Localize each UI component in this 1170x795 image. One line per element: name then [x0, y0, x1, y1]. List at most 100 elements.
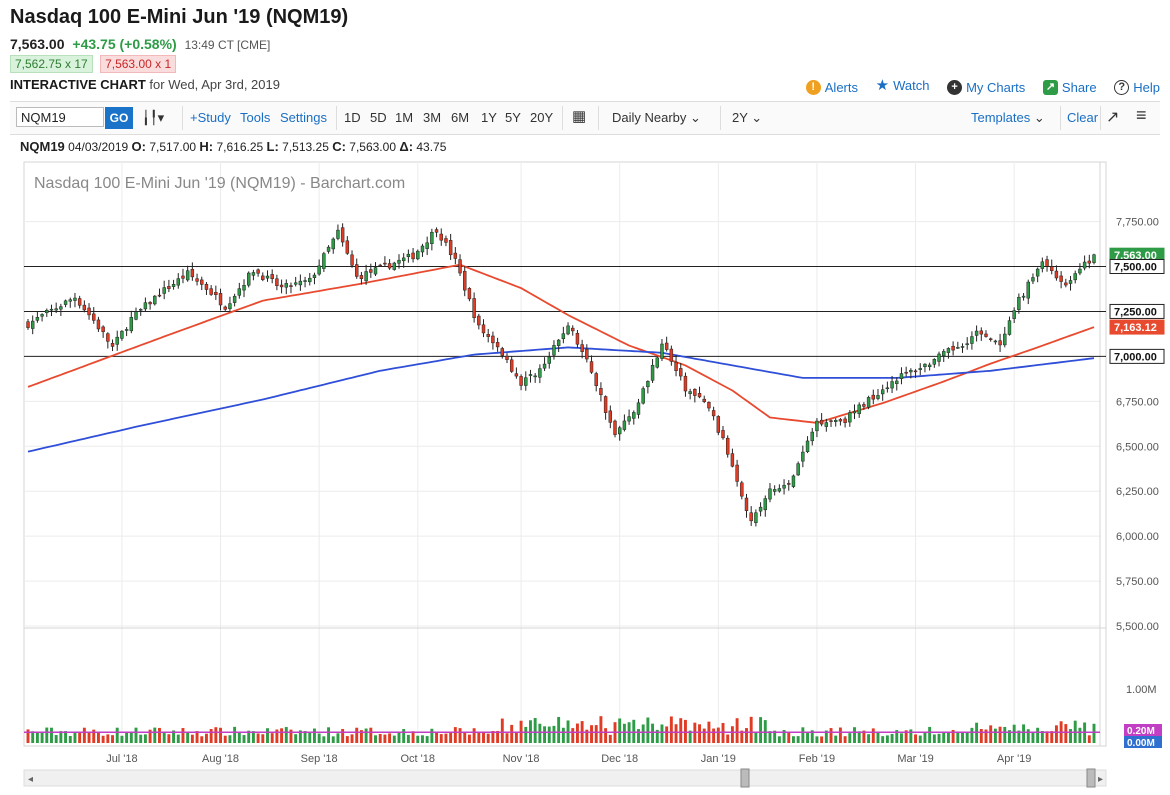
- expand-icon[interactable]: ↗: [1106, 109, 1120, 126]
- candlestick-type-icon[interactable]: ╽╿▾: [142, 110, 165, 125]
- settings-button[interactable]: Settings: [280, 110, 327, 125]
- candle: [655, 357, 659, 368]
- candle: [895, 380, 899, 384]
- scroll-left-icon[interactable]: ◂: [28, 774, 33, 785]
- volume-bar: [1064, 724, 1068, 743]
- volume-bar: [791, 736, 795, 743]
- candle: [1021, 295, 1026, 298]
- symbol-input[interactable]: NQM19: [16, 107, 104, 127]
- candle: [434, 229, 439, 233]
- ohlc-h-label: H:: [199, 139, 214, 154]
- volume-bar: [946, 732, 950, 743]
- templates-select[interactable]: Templates ⌄: [971, 110, 1045, 126]
- clear-button[interactable]: Clear: [1067, 110, 1099, 125]
- tools-button[interactable]: Tools: [240, 110, 271, 125]
- alerts-link[interactable]: ! Alerts: [805, 80, 858, 95]
- timeframe-1y[interactable]: 1Y: [481, 110, 497, 125]
- volume-bar: [482, 732, 485, 743]
- timeframe-20y[interactable]: 20Y: [530, 110, 554, 125]
- timeframe-1d[interactable]: 1D: [344, 110, 361, 125]
- candle: [716, 416, 721, 433]
- ohlc-d-label: Δ:: [399, 139, 414, 154]
- candle: [580, 344, 584, 353]
- watch-link[interactable]: ★ Watch: [876, 76, 930, 94]
- volume-bar: [181, 728, 185, 743]
- candle: [571, 327, 575, 332]
- volume-bar: [749, 716, 753, 743]
- candle: [848, 412, 852, 423]
- candle: [59, 306, 63, 310]
- volume-bar: [1050, 731, 1054, 743]
- candle: [862, 404, 866, 407]
- candle: [946, 348, 951, 353]
- volume-bar: [364, 728, 368, 743]
- range-select[interactable]: 2Y ⌄: [732, 110, 762, 126]
- volume-bar: [726, 734, 730, 743]
- candle: [425, 242, 429, 249]
- menu-icon[interactable]: ≡: [1136, 105, 1147, 125]
- scrollbar-track[interactable]: [23, 769, 1107, 787]
- scroll-right-icon[interactable]: ▸: [1098, 774, 1103, 785]
- scroll-handle-left[interactable]: [740, 768, 750, 788]
- volume-bar: [261, 734, 265, 743]
- go-button[interactable]: GO: [105, 107, 133, 129]
- candle: [988, 338, 993, 340]
- alerts-label: Alerts: [824, 80, 858, 95]
- candle: [613, 420, 617, 435]
- price-label-badge: [1109, 303, 1165, 319]
- volume-bar: [843, 736, 847, 743]
- candle: [326, 246, 331, 252]
- timeframe-1m[interactable]: 1M: [395, 110, 414, 125]
- share-link[interactable]: ↗ Share: [1042, 80, 1097, 95]
- candle: [622, 420, 627, 430]
- candle: [838, 419, 843, 422]
- scroll-handle-right[interactable]: [1086, 768, 1096, 788]
- timeframe-3m[interactable]: 3M: [423, 110, 442, 125]
- volume-bar: [496, 730, 500, 743]
- calendar-icon[interactable]: ▦: [572, 108, 587, 125]
- volume-bar: [204, 733, 208, 743]
- volume-bar: [745, 728, 748, 743]
- volume-bar: [702, 728, 706, 743]
- volume-bar: [514, 731, 518, 743]
- volume-bar: [242, 735, 246, 743]
- candle: [575, 332, 580, 345]
- candle: [303, 280, 307, 282]
- candle: [1017, 296, 1021, 310]
- candle: [171, 284, 176, 287]
- volume-bar: [730, 726, 734, 743]
- volume-bar: [59, 731, 63, 743]
- timeframe-6m[interactable]: 6M: [451, 110, 470, 125]
- page-title: Nasdaq 100 E-Mini Jun '19 (NQM19): [10, 6, 349, 28]
- candle: [918, 368, 922, 370]
- candle: [942, 351, 946, 357]
- volume-bar: [561, 727, 565, 743]
- volume-bar: [101, 735, 105, 743]
- ohlc-l-label: L:: [266, 139, 279, 154]
- candle: [26, 321, 30, 328]
- candle: [505, 355, 509, 360]
- period-select[interactable]: Daily Nearby ⌄: [612, 110, 701, 126]
- volume-bar: [688, 730, 692, 743]
- my-charts-link[interactable]: + My Charts: [947, 80, 1025, 95]
- candle: [664, 342, 669, 350]
- candle: [913, 370, 918, 373]
- candle: [829, 420, 833, 422]
- price-label-badge: [1109, 319, 1165, 335]
- timeframe-5d[interactable]: 5D: [370, 110, 387, 125]
- candle: [866, 397, 871, 408]
- plus-circle-icon: +: [947, 80, 963, 95]
- volume-bar: [698, 724, 701, 743]
- candle: [345, 240, 350, 254]
- help-link[interactable]: ? Help: [1114, 80, 1160, 95]
- y-tick-label: 5,750.00: [1116, 576, 1159, 588]
- candle: [979, 330, 984, 335]
- candle: [40, 314, 44, 317]
- volume-bar: [979, 728, 983, 743]
- candle: [401, 257, 406, 262]
- timeframe-5y[interactable]: 5Y: [505, 110, 521, 125]
- volume-bar: [378, 733, 382, 743]
- study-button[interactable]: +Study: [190, 110, 231, 125]
- candle: [406, 253, 411, 257]
